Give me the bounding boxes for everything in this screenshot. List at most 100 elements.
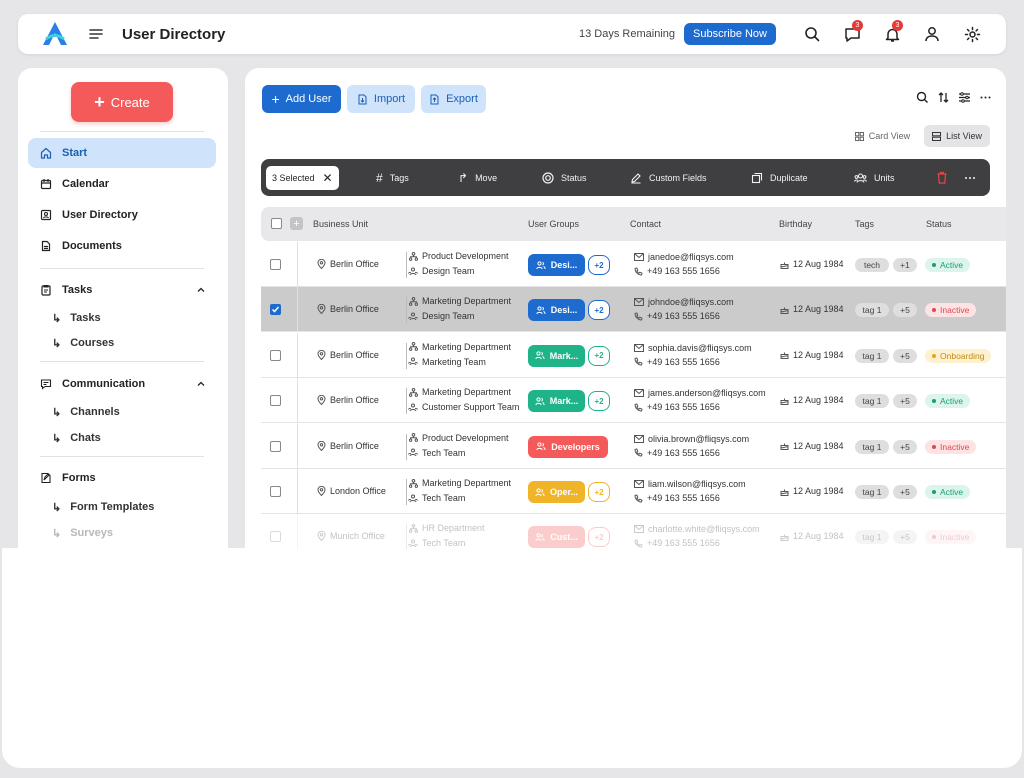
status-badge[interactable]: Active <box>925 485 971 499</box>
action-custom-fields[interactable]: Custom Fields <box>630 172 707 184</box>
table-row[interactable]: Berlin Office Product Development Design T… <box>261 242 1006 287</box>
header-tags[interactable]: Tags <box>855 219 875 229</box>
header-contact[interactable]: Contact <box>630 219 662 229</box>
row-checkbox[interactable] <box>270 349 281 361</box>
chevron-up-icon[interactable] <box>196 379 206 389</box>
sidebar-item-documents[interactable]: Documents <box>28 231 216 261</box>
more-tags-chip[interactable]: +5 <box>893 394 917 409</box>
tag-chip[interactable]: tag 1 <box>855 485 889 499</box>
add-user-button[interactable]: + Add User <box>262 85 341 113</box>
sidebar-item-calendar[interactable]: Calendar <box>28 169 216 199</box>
settings-button[interactable] <box>952 14 992 54</box>
action-duplicate[interactable]: Duplicate <box>751 172 808 184</box>
status-badge[interactable]: Inactive <box>925 303 977 318</box>
status-badge[interactable]: Active <box>925 394 971 409</box>
phone-cell[interactable]: +49 163 555 1656 <box>634 493 720 503</box>
status-badge[interactable]: Onboarding <box>925 348 992 363</box>
action-tags[interactable]: # Tags <box>376 171 409 185</box>
more-groups-badge[interactable]: +2 <box>588 255 610 275</box>
tag-chip[interactable]: tag 1 <box>855 303 889 318</box>
action-units[interactable]: Units <box>854 172 895 184</box>
select-all-checkbox[interactable] <box>271 218 282 229</box>
subscribe-button[interactable]: Subscribe Now <box>684 23 776 45</box>
tag-chip[interactable]: tag 1 <box>855 439 889 454</box>
user-group-pill[interactable]: Cust... <box>528 526 585 549</box>
more-tags-chip[interactable]: +5 <box>893 439 917 454</box>
phone-cell[interactable]: +49 163 555 1656 <box>634 538 720 548</box>
action-more[interactable] <box>964 172 976 184</box>
row-checkbox[interactable] <box>270 440 281 452</box>
phone-cell[interactable]: +49 163 555 1656 <box>634 266 720 276</box>
phone-cell[interactable]: +49 163 555 1656 <box>634 402 720 412</box>
menu-icon[interactable] <box>88 26 104 42</box>
email-cell[interactable]: james.anderson@fliqsys.com <box>634 388 766 398</box>
email-cell[interactable]: johndoe@fliqsys.com <box>634 297 734 307</box>
more-groups-badge[interactable]: +2 <box>588 527 610 548</box>
export-button[interactable]: Export <box>421 85 486 113</box>
search-button[interactable] <box>792 14 832 54</box>
action-move[interactable]: ↱ Move <box>458 171 497 185</box>
more-tags-chip[interactable]: +5 <box>893 485 917 499</box>
filter-sliders-icon[interactable] <box>958 91 971 104</box>
status-badge[interactable]: Inactive <box>925 530 977 545</box>
sidebar-item-communication[interactable]: Communication <box>28 369 216 399</box>
search-icon[interactable] <box>916 91 929 104</box>
table-row[interactable]: Berlin Office Marketing Department Design … <box>261 287 1006 333</box>
table-row[interactable]: London Office Marketing Department Tech Te… <box>261 469 1006 514</box>
user-group-pill[interactable]: Mark... <box>528 390 585 413</box>
list-view-button[interactable]: List View <box>924 125 990 147</box>
sidebar-subitem-courses[interactable]: ↳ Courses <box>52 331 114 355</box>
header-user-groups[interactable]: User Groups <box>528 219 580 229</box>
table-row[interactable]: Berlin Office Marketing Department Marketi… <box>261 332 1006 378</box>
user-group-pill[interactable]: Mark... <box>528 344 585 367</box>
selected-count-chip[interactable]: 3 Selected ✕ <box>266 165 339 190</box>
sidebar-item-user-directory[interactable]: User Directory <box>28 200 216 230</box>
sidebar-item-tasks[interactable]: Tasks <box>28 275 216 305</box>
card-view-button[interactable]: Card View <box>847 125 918 147</box>
sidebar-subitem-tasks[interactable]: ↳ Tasks <box>52 306 101 330</box>
email-cell[interactable]: liam.wilson@fliqsys.com <box>634 479 746 489</box>
sort-icon[interactable] <box>937 91 950 104</box>
user-group-pill[interactable]: Oper... <box>528 481 585 503</box>
action-status[interactable]: Status <box>542 171 587 184</box>
import-button[interactable]: Import <box>347 85 415 113</box>
sidebar-subitem-channels[interactable]: ↳ Channels <box>52 400 120 424</box>
row-checkbox[interactable] <box>270 304 281 316</box>
status-badge[interactable]: Inactive <box>925 439 977 454</box>
action-delete[interactable] <box>936 171 948 184</box>
email-cell[interactable]: olivia.brown@fliqsys.com <box>634 434 749 444</box>
more-groups-badge[interactable]: +2 <box>588 345 610 366</box>
header-business-unit[interactable]: Business Unit <box>313 219 369 229</box>
table-row[interactable]: Berlin Office Product Development Tech Tea… <box>261 423 1006 469</box>
sidebar-subitem-chats[interactable]: ↳ Chats <box>52 426 101 450</box>
tag-chip[interactable]: tag 1 <box>855 530 889 545</box>
sidebar-item-start[interactable]: Start <box>28 138 216 168</box>
row-checkbox[interactable] <box>270 395 281 407</box>
tag-chip[interactable]: tech <box>855 258 889 272</box>
row-checkbox[interactable] <box>270 486 281 497</box>
profile-button[interactable] <box>912 14 952 54</box>
sidebar-subitem-form-templates[interactable]: ↳ Form Templates <box>52 495 154 519</box>
row-checkbox[interactable] <box>270 259 281 270</box>
user-group-pill[interactable]: Desi... <box>528 299 585 322</box>
app-logo-icon[interactable] <box>40 19 70 49</box>
user-group-pill[interactable]: Desi... <box>528 254 585 276</box>
row-checkbox[interactable] <box>270 531 281 543</box>
email-cell[interactable]: sophia.davis@fliqsys.com <box>634 343 752 353</box>
status-badge[interactable]: Active <box>925 258 971 272</box>
header-birthday[interactable]: Birthday <box>779 219 813 229</box>
tag-chip[interactable]: tag 1 <box>855 394 889 409</box>
more-icon[interactable] <box>979 91 992 104</box>
user-group-pill[interactable]: Developers <box>528 435 608 458</box>
create-button[interactable]: + Create <box>71 82 173 122</box>
more-tags-chip[interactable]: +5 <box>893 303 917 318</box>
sidebar-item-forms[interactable]: Forms <box>28 463 216 493</box>
more-tags-chip[interactable]: +5 <box>893 348 917 363</box>
chevron-up-icon[interactable] <box>196 285 206 295</box>
tag-chip[interactable]: tag 1 <box>855 348 889 363</box>
more-groups-badge[interactable]: +2 <box>588 300 610 321</box>
chat-button[interactable]: 3 <box>832 14 872 54</box>
phone-cell[interactable]: +49 163 555 1656 <box>634 311 720 321</box>
table-row[interactable]: Berlin Office Marketing Department Custome… <box>261 378 1006 424</box>
email-cell[interactable]: charlotte.white@fliqsys.com <box>634 524 760 534</box>
